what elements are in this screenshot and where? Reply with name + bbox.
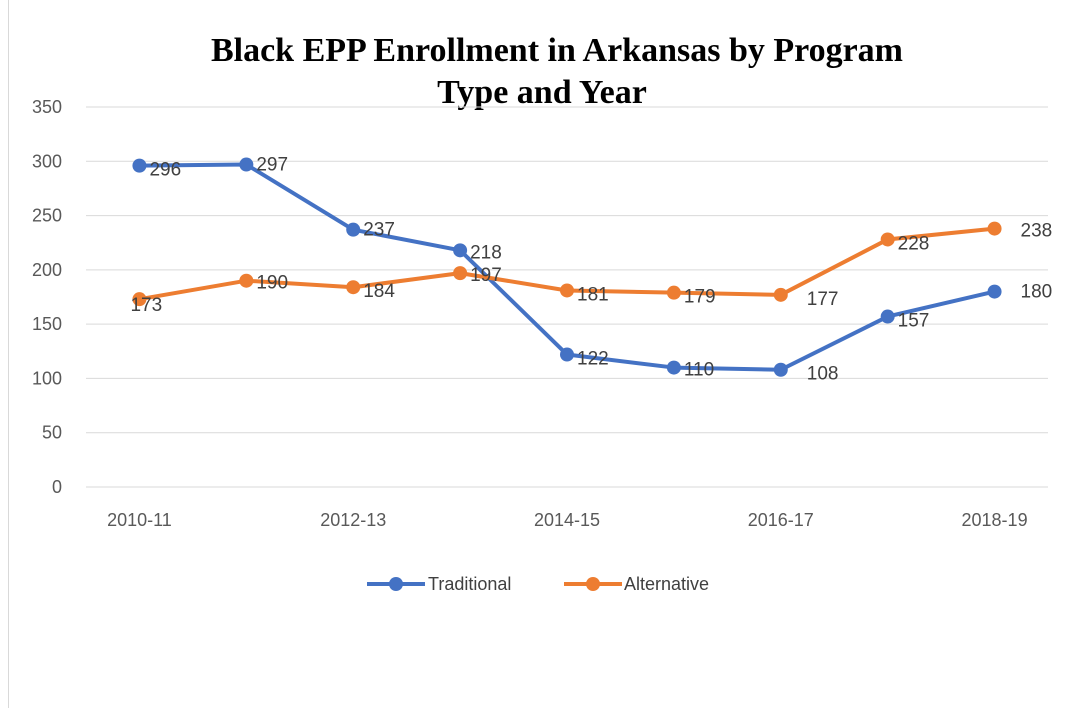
series-line-traditional — [137, 162, 997, 372]
data-point-traditional-2[interactable] — [346, 222, 361, 237]
y-tick-label-350: 350 — [32, 97, 62, 117]
data-point-traditional-7[interactable] — [880, 309, 895, 324]
x-tick-label-2018-19: 2018-19 — [962, 510, 1028, 530]
series-lines — [132, 157, 1002, 377]
data-point-traditional-1[interactable] — [239, 157, 254, 172]
data-label-traditional-0: 296 — [149, 160, 181, 181]
data-label-alternative-7: 228 — [898, 233, 930, 254]
data-point-alternative-6[interactable] — [773, 287, 788, 302]
x-tick-label-2012-13: 2012-13 — [320, 510, 386, 530]
data-point-traditional-6[interactable] — [773, 362, 788, 377]
legend-label-traditional: Traditional — [428, 574, 511, 594]
data-point-alternative-8[interactable] — [987, 221, 1002, 236]
legend-item-alternative[interactable]: Alternative — [564, 574, 709, 594]
legend-item-traditional[interactable]: Traditional — [367, 574, 511, 594]
data-label-traditional-4: 122 — [577, 349, 609, 370]
data-label-traditional-8: 180 — [1021, 282, 1053, 303]
x-tick-label-2010-11: 2010-11 — [107, 510, 172, 530]
legend-label-alternative: Alternative — [624, 574, 709, 594]
data-label-alternative-1: 190 — [256, 273, 288, 294]
data-point-traditional-4[interactable] — [560, 347, 574, 362]
data-label-traditional-3: 218 — [470, 242, 502, 263]
data-point-alternative-2[interactable] — [346, 280, 361, 295]
y-axis-ticks: 0 50 100 150 200 250 300 350 — [32, 97, 62, 497]
data-label-traditional-7: 157 — [898, 311, 930, 332]
x-axis-ticks: 2010-11 2012-13 2014-15 2016-17 2018-19 — [107, 510, 1028, 530]
x-tick-label-2014-15: 2014-15 — [534, 510, 600, 530]
legend: Traditional Alternative — [367, 574, 709, 594]
data-point-traditional-5[interactable] — [666, 360, 681, 375]
legend-marker-traditional — [389, 577, 403, 591]
data-point-traditional-8[interactable] — [987, 284, 1002, 299]
data-point-alternative-4[interactable] — [560, 283, 574, 298]
data-point-alternative-0[interactable] — [132, 292, 147, 307]
data-label-alternative-4: 181 — [577, 284, 609, 305]
chart-title-line-1: Black EPP Enrollment in Arkansas by Prog… — [211, 32, 903, 69]
data-label-alternative-3: 197 — [470, 265, 502, 286]
y-tick-label-250: 250 — [32, 206, 62, 226]
data-label-alternative-2: 184 — [363, 281, 395, 302]
data-label-traditional-2: 237 — [363, 220, 395, 241]
data-label-alternative-8: 238 — [1021, 221, 1053, 242]
x-tick-label-2016-17: 2016-17 — [748, 510, 814, 530]
gridlines — [86, 106, 1048, 488]
y-tick-label-150: 150 — [32, 314, 62, 334]
data-point-alternative-1[interactable] — [239, 273, 254, 288]
y-tick-label-300: 300 — [32, 151, 62, 171]
y-tick-label-50: 50 — [42, 423, 62, 443]
chart-title-line-2: Type and Year — [437, 74, 647, 111]
data-label-alternative-5: 179 — [684, 287, 716, 308]
data-point-alternative-5[interactable] — [666, 285, 681, 300]
data-labels: 296 297 237 218 122 110 108 157 180 173 190 184 197 1… — [130, 155, 1052, 385]
chart-frame — [8, 0, 1070, 708]
data-point-alternative-7[interactable] — [880, 232, 895, 247]
data-point-traditional-0[interactable] — [132, 158, 147, 173]
data-label-traditional-1: 297 — [256, 155, 288, 176]
data-label-alternative-6: 177 — [807, 289, 839, 310]
y-tick-label-100: 100 — [32, 368, 62, 388]
y-tick-label-0: 0 — [52, 477, 62, 497]
data-label-traditional-6: 108 — [807, 364, 839, 385]
legend-marker-alternative — [586, 577, 600, 591]
y-tick-label-200: 200 — [32, 260, 62, 280]
data-point-alternative-3[interactable] — [453, 266, 468, 281]
data-label-traditional-5: 110 — [684, 360, 714, 381]
data-point-traditional-3[interactable] — [453, 243, 468, 258]
data-label-alternative-0: 173 — [130, 295, 162, 316]
